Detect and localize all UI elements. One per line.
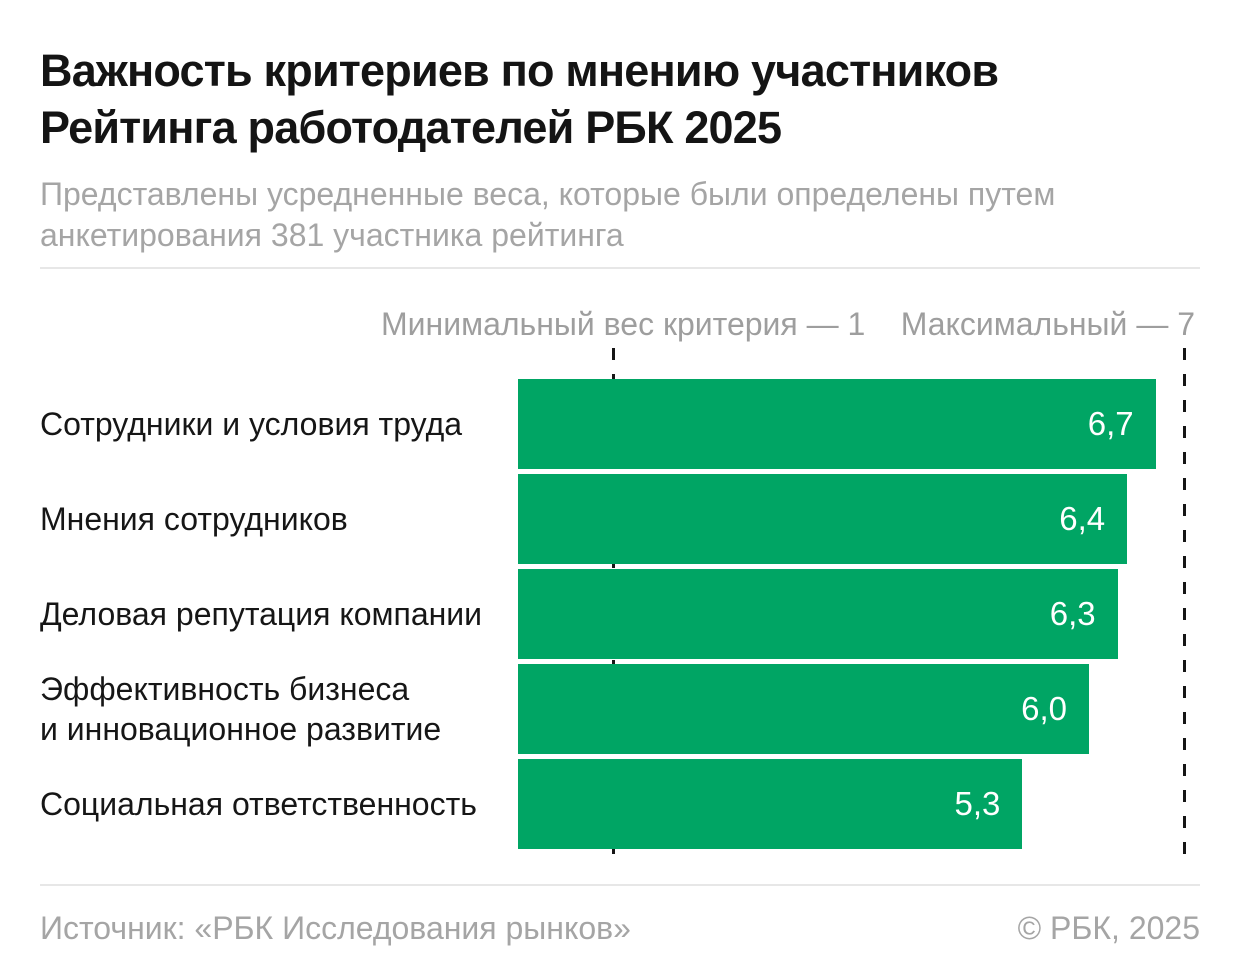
footer-divider (40, 884, 1200, 886)
bar-value-label: 5,3 (954, 785, 1001, 823)
chart-row: Сотрудники и условия труда 6,7 (0, 376, 1240, 471)
source-note: Источник: «РБК Исследования рынков» (40, 910, 631, 946)
category-label: Деловая репутация компании (40, 595, 483, 632)
value-bar: 6,4 (518, 473, 1128, 564)
category-label: Сотрудники и условия труда (40, 405, 463, 442)
bar-value-label: 6,3 (1049, 594, 1096, 632)
chart-row: Мнения сотрудников 6,4 (0, 471, 1240, 566)
bar-value-label: 6,4 (1059, 499, 1106, 537)
chart-row: Социальная ответственность 5,3 (0, 757, 1240, 852)
max-guide-dashed-line (1182, 348, 1186, 855)
chart-title: Важность критериев по мнению участников … (40, 45, 999, 153)
value-bar: 5,3 (518, 759, 1023, 850)
bar-value-label: 6,7 (1087, 404, 1134, 442)
copyright-note: © РБК, 2025 (1017, 910, 1200, 946)
bar-value-label: 6,0 (1021, 690, 1067, 728)
category-label: Социальная ответственность (40, 786, 477, 823)
category-label: Мнения сотрудников (40, 500, 348, 537)
bar-rows: Сотрудники и условия труда 6,7 Мнения со… (0, 376, 1240, 852)
axis-label-min-weight: Минимальный вес критерия — 1 (381, 306, 866, 342)
chart-subtitle: Представлены усредненные веса, которые б… (40, 176, 1056, 253)
chart-row: Эффективность бизнеса и инновационное ра… (0, 662, 1240, 757)
value-bar: 6,0 (518, 664, 1089, 755)
chart-row: Деловая репутация компании 6,3 (0, 566, 1240, 661)
header-divider (40, 267, 1200, 269)
axis-label-max-weight: Максимальный — 7 (900, 306, 1195, 342)
value-bar: 6,7 (518, 378, 1156, 469)
value-bar: 6,3 (518, 568, 1118, 659)
category-label: Эффективность бизнеса и инновационное ра… (40, 671, 442, 748)
